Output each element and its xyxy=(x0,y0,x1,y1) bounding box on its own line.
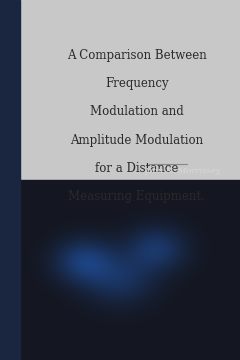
Bar xyxy=(0,0,20,360)
Text: for a Distance: for a Distance xyxy=(95,162,179,175)
Text: Modulation and: Modulation and xyxy=(90,105,184,118)
Bar xyxy=(0,180,240,360)
Text: Amplitude Modulation: Amplitude Modulation xyxy=(70,134,203,147)
Text: A Comparison Between: A Comparison Between xyxy=(67,49,207,62)
Text: Frequency: Frequency xyxy=(105,77,169,90)
Text: John N. Morrissey: John N. Morrissey xyxy=(144,167,221,175)
Bar xyxy=(0,0,240,180)
Text: Measuring Equipment.: Measuring Equipment. xyxy=(68,190,205,203)
